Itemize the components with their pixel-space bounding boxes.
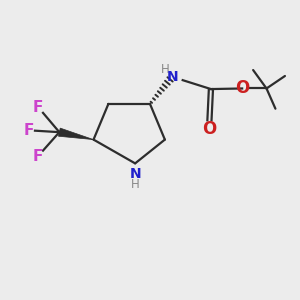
Text: F: F bbox=[32, 100, 43, 115]
Text: F: F bbox=[23, 123, 34, 138]
Text: H: H bbox=[131, 178, 140, 191]
Text: F: F bbox=[32, 149, 43, 164]
Text: O: O bbox=[202, 120, 217, 138]
Polygon shape bbox=[58, 128, 94, 140]
Text: N: N bbox=[167, 70, 179, 84]
Text: O: O bbox=[236, 79, 250, 97]
Text: N: N bbox=[129, 167, 141, 181]
Text: H: H bbox=[160, 63, 169, 76]
